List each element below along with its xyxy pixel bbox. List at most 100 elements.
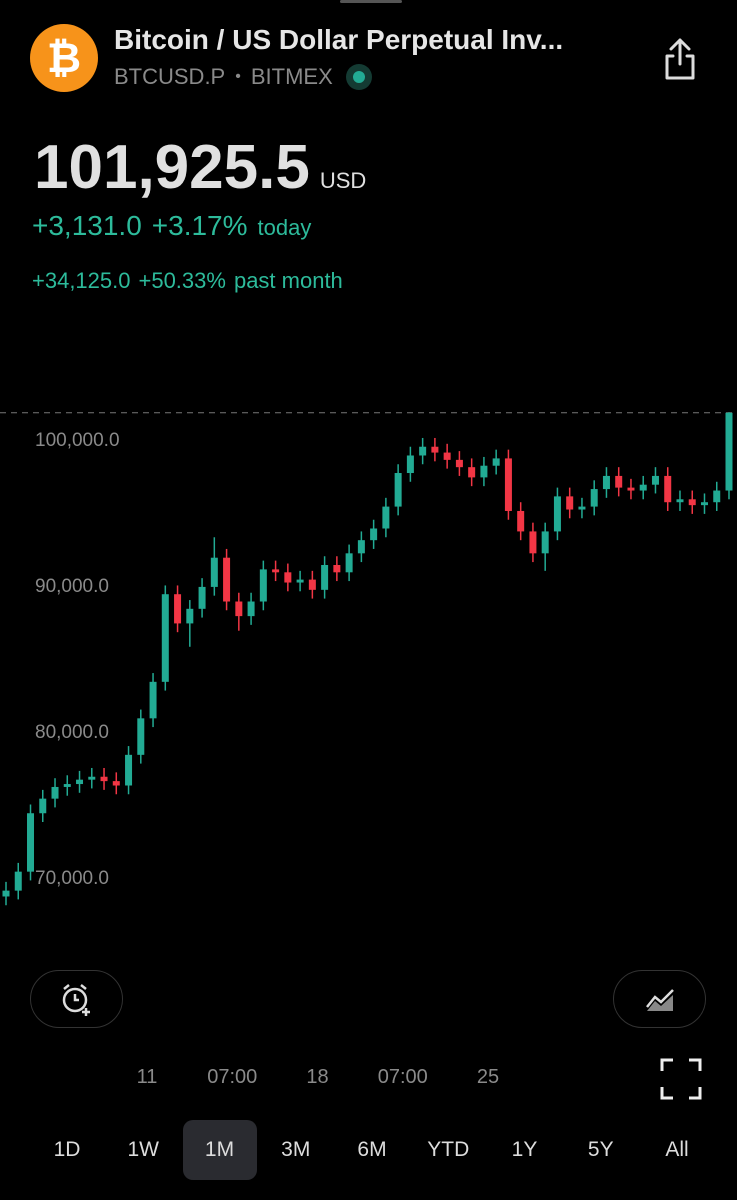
chart: 70,000.0 80,000.0 90,000.0 100,000.0 [0, 412, 737, 906]
candle-body [480, 465, 488, 478]
candle-body [370, 528, 378, 541]
y-tick-label: 100,000.0 [35, 430, 120, 451]
candle-body [125, 754, 133, 786]
candle-body [149, 681, 157, 719]
candle-body [186, 608, 194, 624]
candle-body [443, 452, 451, 460]
candle-body [700, 502, 708, 506]
candle-body [345, 553, 353, 573]
change-today: +3,131.0 +3.17% today [32, 210, 311, 242]
timeframe-button[interactable]: 1D [53, 1138, 81, 1161]
candle-body [76, 779, 84, 785]
timeframe-button[interactable]: 3M [281, 1138, 311, 1161]
candle-body [296, 579, 304, 583]
candle-body [615, 475, 623, 488]
candle-body [88, 776, 96, 780]
x-tick-label: 07:00 [207, 1066, 258, 1088]
drag-handle [340, 0, 402, 3]
candle-body [235, 601, 243, 617]
timeframe-button[interactable]: 1Y [511, 1138, 538, 1161]
candle-body [578, 506, 586, 510]
candle-body [161, 594, 169, 682]
candle-body [664, 475, 672, 503]
candle-body [247, 601, 255, 617]
candle-body [63, 784, 71, 787]
indicator-icon [645, 989, 674, 1011]
candle-body [468, 467, 476, 478]
candle-body [651, 475, 659, 485]
x-tick-label: 18 [306, 1066, 329, 1088]
exchange: BITMEX [250, 64, 333, 89]
separator: • [235, 68, 241, 85]
symbol-name: Bitcoin / US Dollar Perpetual Inv... [114, 24, 564, 55]
candle-body [308, 579, 316, 590]
timeframe-button[interactable]: 5Y [587, 1138, 614, 1161]
candle-body [333, 565, 341, 573]
x-tick-label: 07:00 [377, 1066, 428, 1088]
indicator-button[interactable] [613, 970, 706, 1028]
y-tick-label: 70,000.0 [35, 868, 109, 889]
candle-body [406, 455, 414, 474]
timeframe-button[interactable]: All [665, 1138, 689, 1161]
timeframe-button[interactable]: 6M [357, 1138, 387, 1161]
change-pct: +50.33% [138, 268, 226, 293]
status-dot [352, 71, 365, 83]
candle-body [357, 540, 365, 554]
candle-body [541, 531, 549, 554]
candle-body [210, 557, 218, 587]
change-pct: +3.17% [151, 210, 248, 241]
candle-body [517, 510, 525, 532]
fullscreen-button[interactable] [660, 1058, 702, 1100]
candle-body [725, 412, 733, 491]
candle-body [272, 569, 280, 573]
candle-body [590, 489, 598, 507]
x-tick-label: 11 [136, 1066, 158, 1088]
candle-body [529, 531, 537, 554]
change-period: past month [233, 268, 343, 293]
alert-button[interactable] [30, 970, 123, 1028]
candle-body [39, 798, 47, 814]
change-period: today [257, 215, 312, 240]
candle-body [284, 572, 292, 583]
candle-body [419, 446, 427, 456]
share-button[interactable] [660, 36, 700, 82]
candle-body [14, 871, 22, 891]
last-price: 101,925.5 [34, 133, 310, 202]
candle-body [100, 776, 108, 782]
y-tick-label: 80,000.0 [35, 722, 109, 743]
candle-body [198, 586, 206, 609]
change-month: +34,125.0 +50.33% past month [32, 268, 343, 294]
price-row: 101,925.5 USD [34, 132, 366, 203]
candle-body [137, 718, 145, 755]
candle-body [174, 594, 182, 624]
timeframe-button[interactable]: 1M [182, 1120, 257, 1180]
candle-body [455, 459, 463, 468]
candle-body [627, 487, 635, 491]
alarm-icon [62, 984, 90, 1016]
candle-body [259, 569, 267, 602]
candle-body [688, 499, 696, 506]
candle-body [431, 446, 439, 453]
candle-body [223, 557, 231, 602]
candle-body [602, 475, 610, 490]
change-abs: +34,125.0 [32, 268, 131, 293]
candle-body [639, 484, 647, 491]
symbol-icon: ₿ [30, 24, 98, 92]
timeframe-button[interactable]: 1W [127, 1138, 160, 1161]
currency: USD [319, 168, 367, 193]
candle-body [492, 458, 500, 466]
candle-body [553, 496, 561, 532]
ticker: BTCUSD.P [114, 64, 226, 89]
candle-body [566, 496, 574, 510]
candle-body [676, 499, 684, 503]
change-abs: +3,131.0 [32, 210, 142, 241]
candle-body [51, 786, 59, 799]
timeframe-button[interactable]: YTD [427, 1138, 470, 1161]
candle-body [112, 781, 120, 786]
x-tick-label: 25 [476, 1066, 500, 1088]
candle-body [2, 890, 10, 897]
candle-body [394, 473, 402, 507]
candle-body [321, 565, 329, 590]
candle-body [27, 813, 35, 872]
